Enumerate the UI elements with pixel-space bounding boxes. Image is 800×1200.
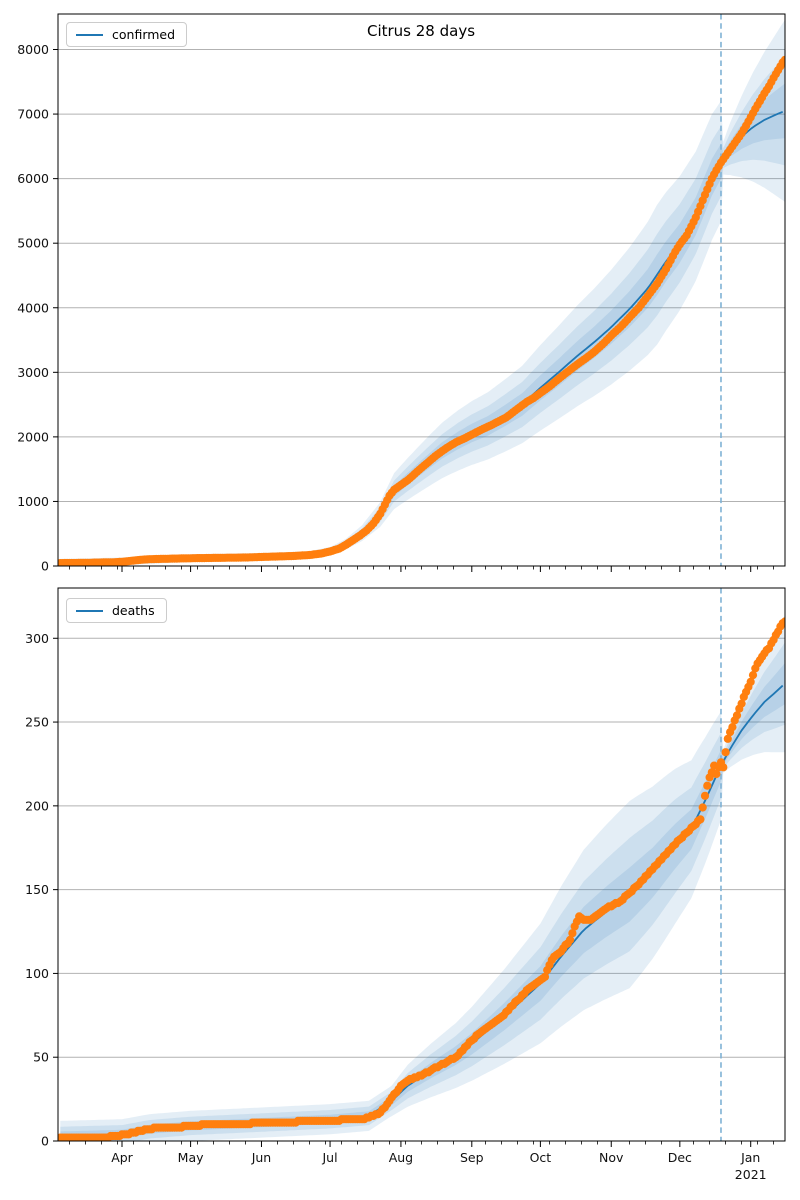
y-tick-label: 0 xyxy=(41,559,49,574)
x-tick-label: Sep xyxy=(460,1150,484,1165)
y-tick-label: 5000 xyxy=(17,236,49,251)
x-tick-label: Oct xyxy=(530,1150,552,1165)
confidence-band-forecast xyxy=(721,614,785,820)
actual-data-dot xyxy=(568,929,577,938)
actual-data-dot xyxy=(780,55,785,64)
y-tick-label: 3000 xyxy=(17,365,49,380)
y-tick-label: 7000 xyxy=(17,107,49,122)
actual-data-dot xyxy=(748,671,758,680)
y-tick-label: 100 xyxy=(25,966,49,981)
y-tick-label: 250 xyxy=(25,715,49,730)
actual-data-dot xyxy=(721,748,730,757)
actual-data-dot xyxy=(712,769,721,779)
y-tick-label: 4000 xyxy=(17,300,49,315)
x-tick-label: Apr xyxy=(111,1150,133,1165)
actual-data-dot xyxy=(728,723,737,732)
legend-label-deaths: deaths xyxy=(112,603,155,618)
confidence-band-fit xyxy=(60,749,722,1141)
actual-data-dot xyxy=(732,711,742,720)
x-tick-label: Dec xyxy=(668,1150,692,1165)
x-tick-label: Jun xyxy=(251,1150,272,1165)
x-year-label: 2021 xyxy=(735,1167,767,1182)
x-tick-label: Jul xyxy=(322,1150,338,1165)
chart-title: Citrus 28 days xyxy=(366,22,476,40)
y-tick-label: 300 xyxy=(25,631,49,646)
y-tick-label: 50 xyxy=(33,1050,49,1065)
x-tick-label: Jan xyxy=(740,1150,760,1165)
x-tick-label: Nov xyxy=(599,1150,624,1165)
actual-data-dot xyxy=(696,815,705,824)
actual-data-dot xyxy=(703,781,712,790)
actual-data-dot xyxy=(566,935,575,945)
y-tick-label: 2000 xyxy=(17,429,49,444)
actual-data-dot xyxy=(540,972,550,981)
legend-label-confirmed: confirmed xyxy=(112,27,176,42)
confidence-band-forecast xyxy=(721,83,785,179)
y-tick-label: 6000 xyxy=(17,171,49,186)
model-line xyxy=(60,110,784,564)
y-tick-label: 200 xyxy=(25,798,49,813)
actual-data-dot xyxy=(700,791,710,800)
y-tick-label: 1000 xyxy=(17,494,49,509)
actual-data-dot xyxy=(698,803,707,812)
y-tick-label: 8000 xyxy=(17,42,49,57)
confidence-band-fit xyxy=(60,732,722,1141)
actual-data-dot xyxy=(719,763,728,772)
legend-line-swatch-confirmed xyxy=(76,33,103,36)
actual-data-dot xyxy=(746,677,755,686)
x-tick-label: Aug xyxy=(389,1150,413,1165)
confidence-band-fit xyxy=(60,101,722,566)
actual-data-dot xyxy=(737,699,746,708)
legend-line-swatch-deaths xyxy=(76,609,103,612)
confidence-band-forecast xyxy=(721,662,785,782)
actual-data-dot xyxy=(723,734,732,743)
y-tick-label: 150 xyxy=(25,882,49,897)
y-tick-label: 0 xyxy=(41,1134,49,1149)
x-tick-label: May xyxy=(178,1150,204,1165)
actual-data-dot xyxy=(780,617,785,626)
confidence-band-forecast xyxy=(721,642,785,799)
legend-deaths: deaths xyxy=(66,598,167,623)
legend-confirmed: confirmed xyxy=(66,22,188,47)
